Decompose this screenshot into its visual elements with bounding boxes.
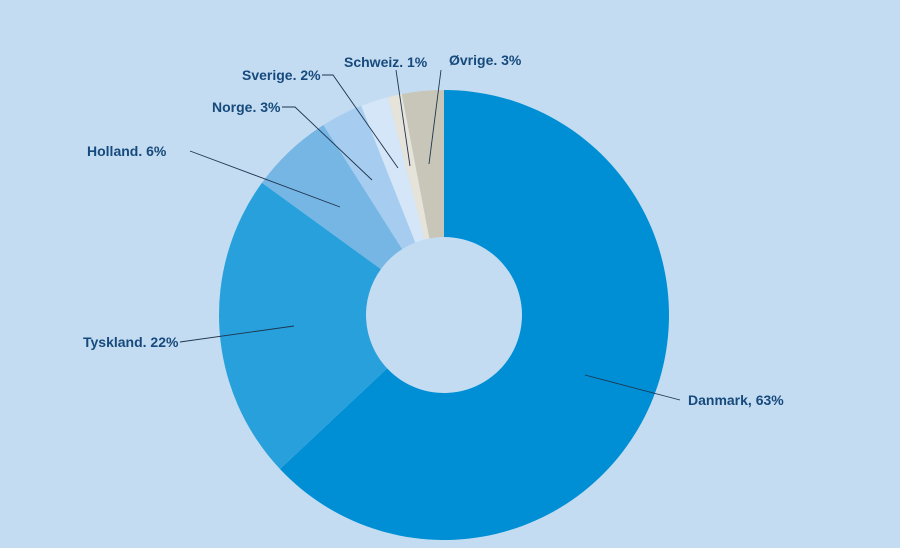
slice-holland	[261, 125, 403, 270]
leader-line-norge	[282, 106, 373, 181]
label-tyskland: Tyskland. 22%	[83, 334, 179, 350]
label-norge: Norge. 3%	[212, 99, 281, 115]
slice-schweiz	[388, 93, 430, 240]
leader-line-ovrige	[428, 69, 442, 165]
leader-line-sverige	[322, 74, 399, 169]
label-danmark: Danmark, 63%	[688, 392, 784, 408]
slices-group	[218, 90, 669, 540]
leader-line-tyskland	[179, 325, 295, 343]
labels-group: Danmark, 63% Tyskland. 22% Holland. 6% N…	[83, 52, 784, 408]
slice-danmark	[279, 90, 669, 540]
leader-lines-group	[179, 69, 681, 401]
label-ovrige: Øvrige. 3%	[449, 52, 522, 68]
label-sverige: Sverige. 2%	[242, 67, 321, 83]
label-holland: Holland. 6%	[87, 143, 167, 159]
slice-tyskland	[218, 182, 388, 470]
leader-line-holland	[189, 150, 341, 208]
label-schweiz: Schweiz. 1%	[344, 54, 428, 70]
leader-line-danmark	[584, 374, 681, 401]
leader-line-schweiz	[395, 69, 411, 167]
slice-sverige	[361, 97, 425, 243]
